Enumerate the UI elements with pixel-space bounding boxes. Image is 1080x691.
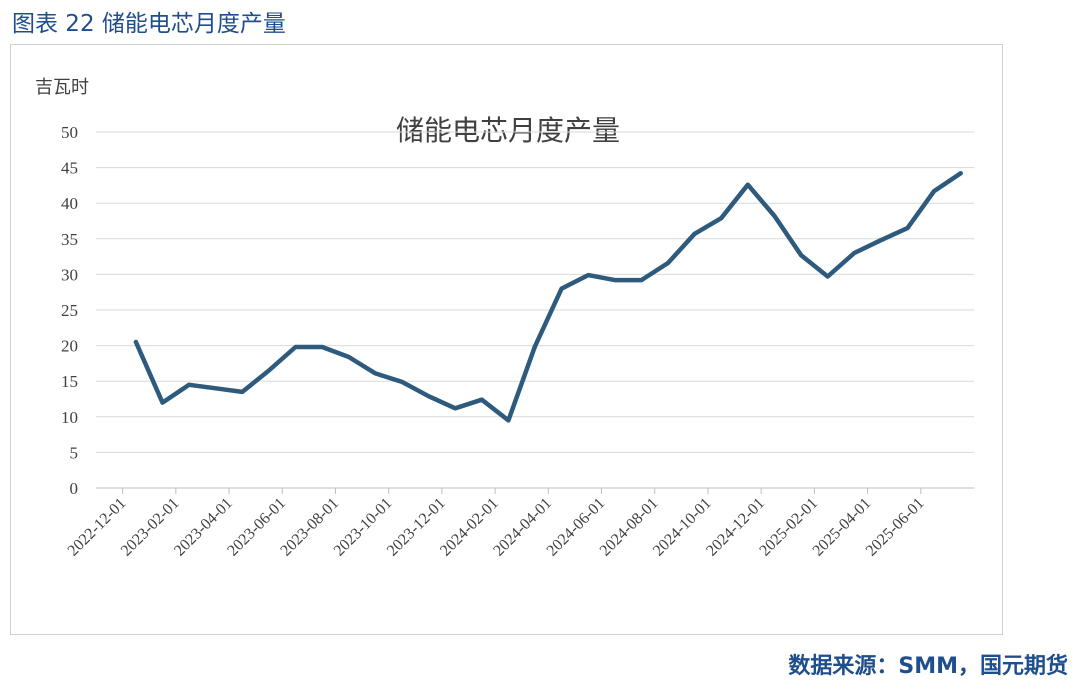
y-tick-label: 50 (61, 123, 78, 142)
figure-caption: 图表 22 储能电芯月度产量 (12, 11, 286, 37)
y-tick-label: 35 (61, 230, 78, 249)
chart-title: 储能电芯月度产量 (396, 114, 620, 147)
y-tick-label: 40 (61, 194, 78, 213)
y-axis-unit-label: 吉瓦时 (35, 77, 89, 98)
y-tick-label: 45 (61, 159, 78, 178)
y-tick-label: 0 (70, 479, 79, 498)
y-tick-label: 25 (61, 301, 78, 320)
gridlines (96, 131, 974, 453)
chart-frame: 储能电芯月度产量 吉瓦时 0 5 10 15 20 25 30 35 40 45 50 2022-1… (10, 44, 1003, 635)
series-layer (133, 171, 963, 423)
source-note: 数据来源：SMM，国元期货 (788, 654, 1068, 679)
y-tick-label: 5 (70, 443, 79, 462)
x-axis-ticks: 2022-12-012023-02-012023-04-012023-06-01… (65, 488, 928, 560)
line-chart: 储能电芯月度产量 吉瓦时 0 5 10 15 20 25 30 35 40 45 50 2022-1… (35, 77, 974, 560)
x-tick-label: 2025-06-01 (863, 495, 928, 560)
y-tick-label: 15 (61, 372, 78, 391)
y-axis-ticks: 0 5 10 15 20 25 30 35 40 45 50 (61, 123, 78, 498)
y-tick-label: 20 (61, 337, 78, 356)
y-tick-label: 10 (61, 408, 78, 427)
y-tick-label: 30 (61, 265, 78, 284)
series-line (133, 171, 963, 423)
